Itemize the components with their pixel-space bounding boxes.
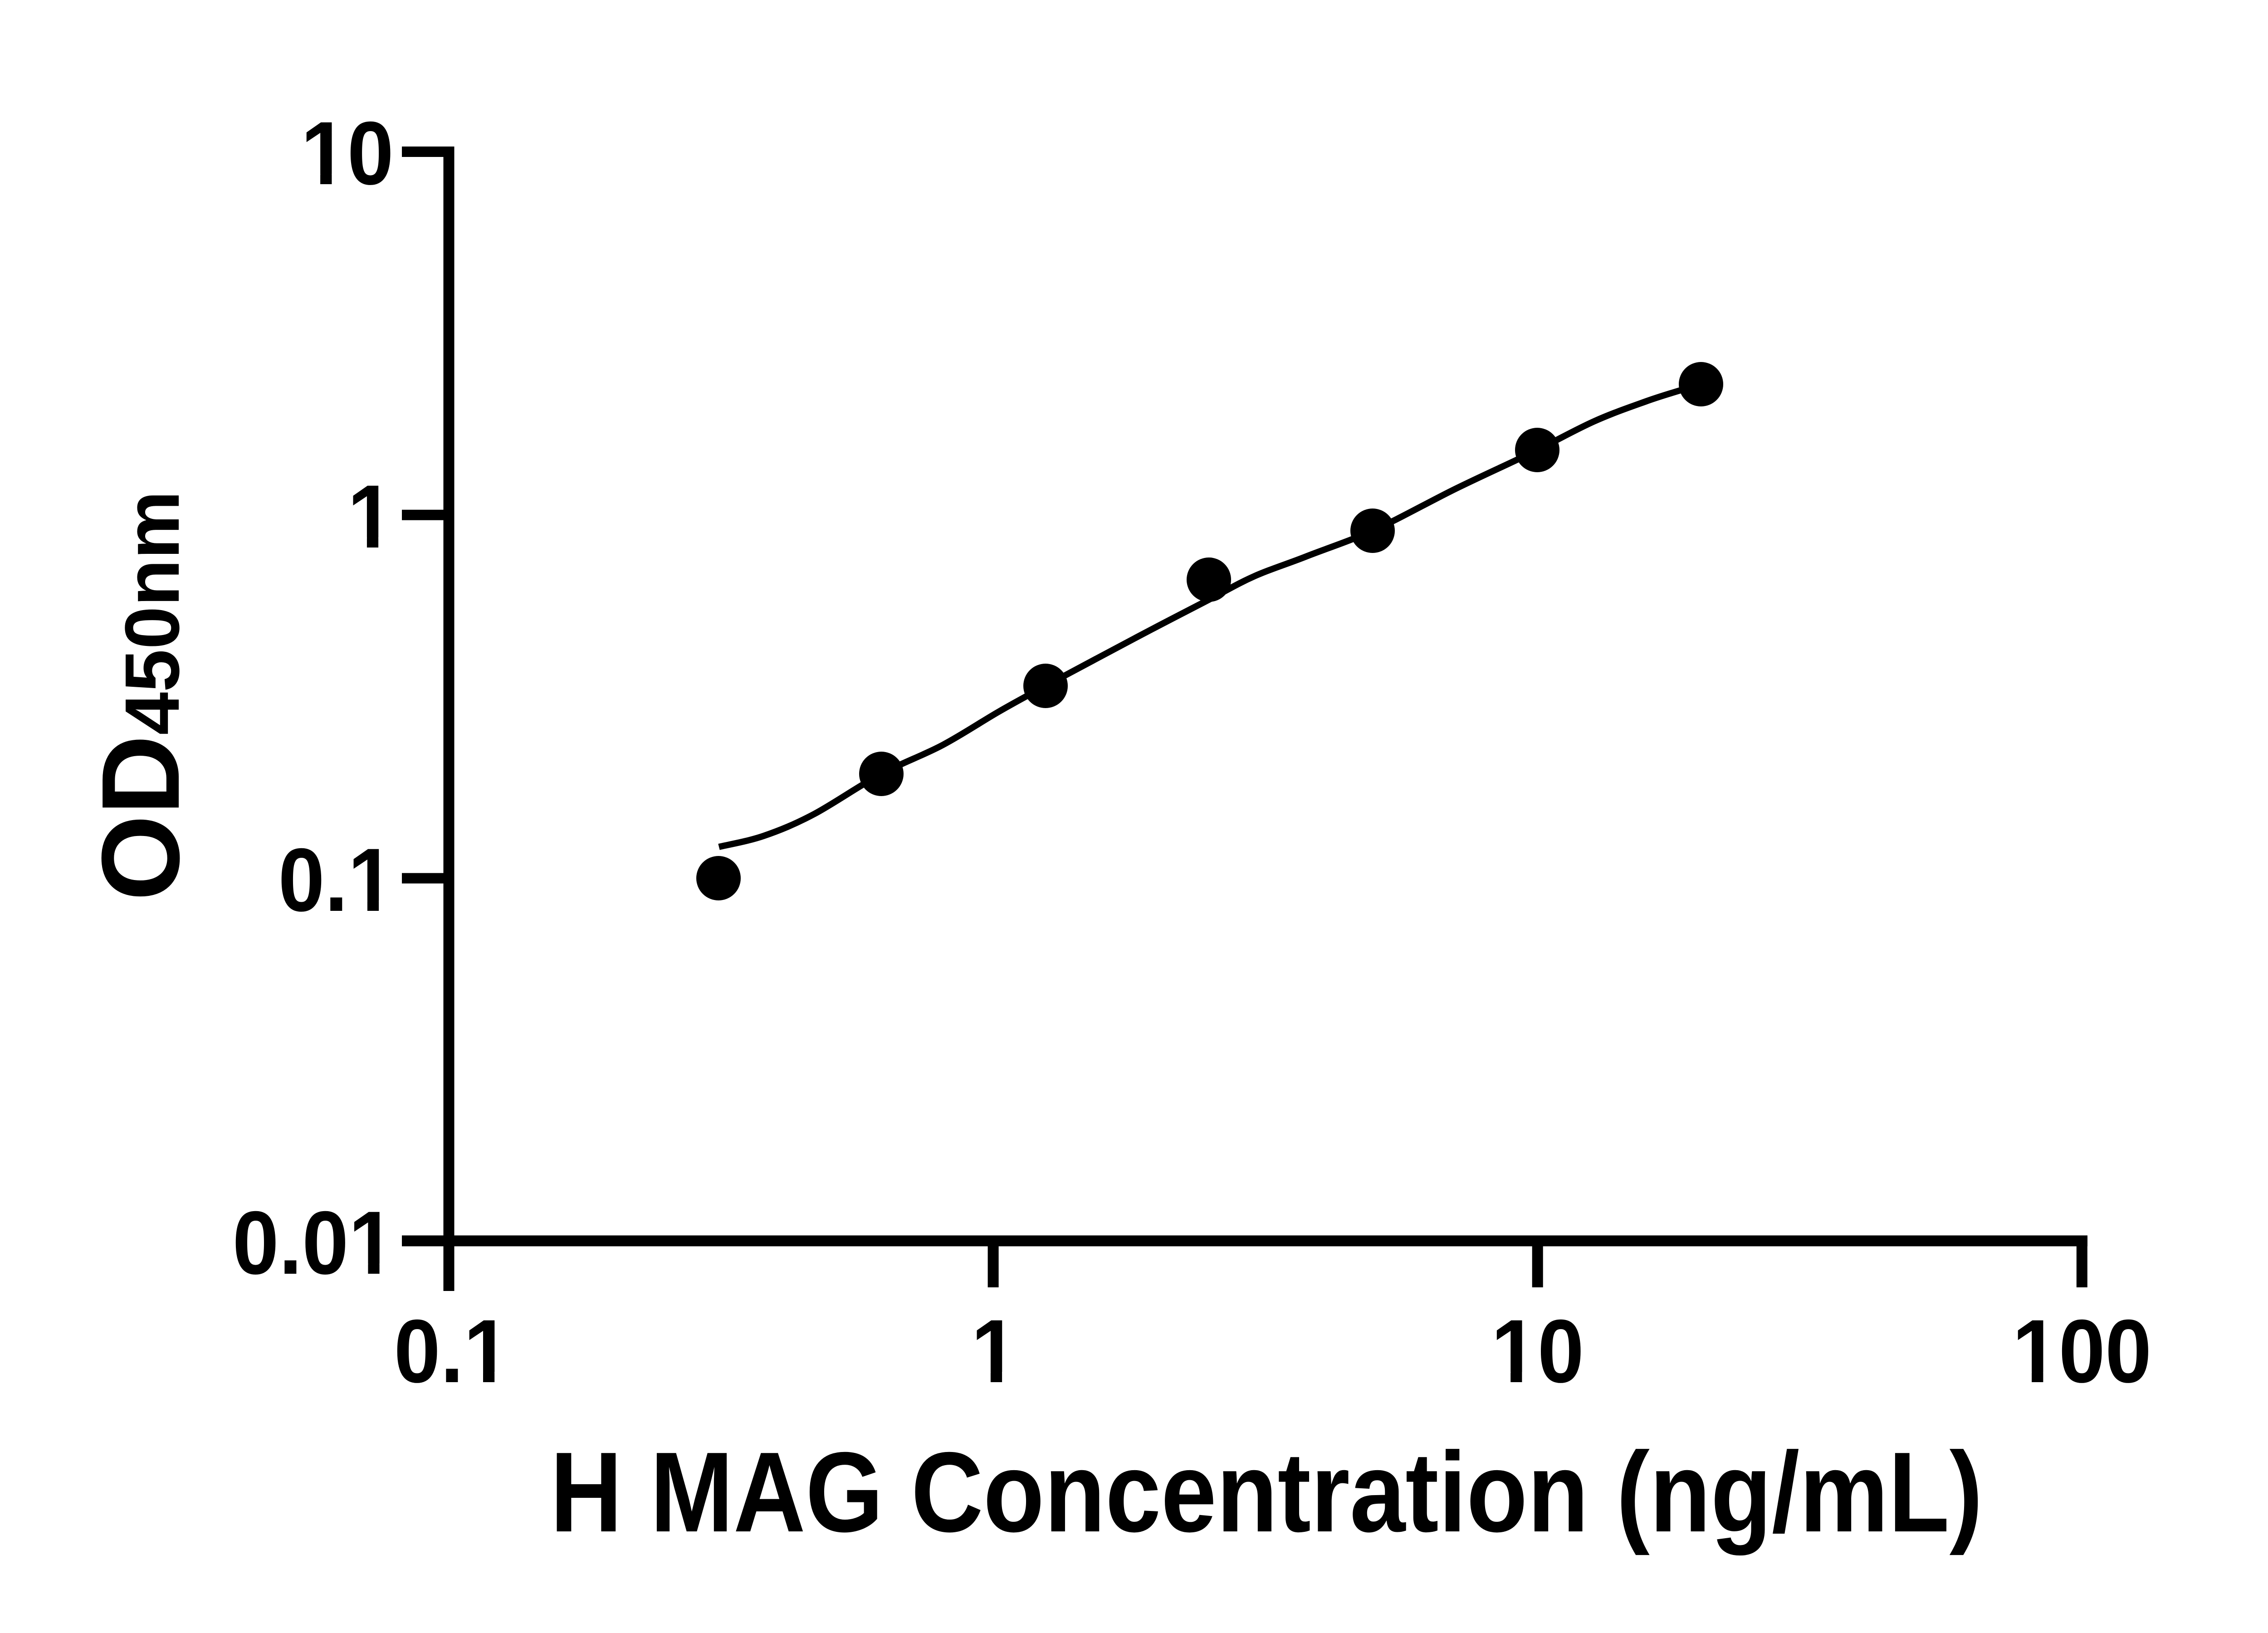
svg-text:10: 10 bbox=[1491, 1301, 1584, 1402]
svg-text:100: 100 bbox=[2012, 1301, 2151, 1402]
svg-text:0.01: 0.01 bbox=[232, 1193, 395, 1293]
svg-text:10: 10 bbox=[301, 103, 394, 204]
svg-text:1: 1 bbox=[347, 466, 394, 567]
svg-text:0.1: 0.1 bbox=[394, 1301, 510, 1402]
svg-text:1: 1 bbox=[971, 1301, 1017, 1402]
svg-text:H MAG Concentration (ng/mL): H MAG Concentration (ng/mL) bbox=[550, 1429, 1983, 1556]
svg-text:OD450nm: OD450nm bbox=[78, 491, 202, 901]
svg-text:0.1: 0.1 bbox=[278, 830, 394, 930]
